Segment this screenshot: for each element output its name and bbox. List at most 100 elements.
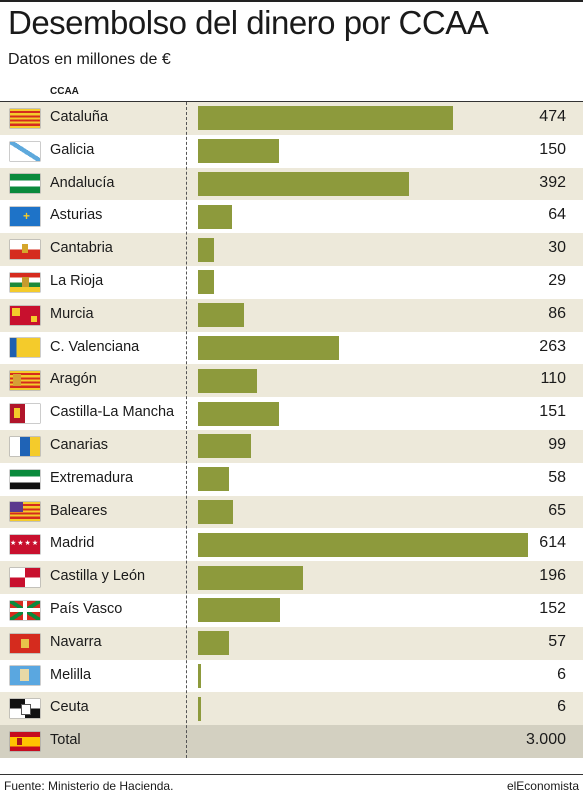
flag-la-rioja-icon bbox=[10, 272, 40, 292]
category-label: Cantabria bbox=[50, 240, 113, 257]
value-label: 30 bbox=[548, 239, 566, 257]
row-extremadura: Extremadura 58 bbox=[0, 463, 583, 496]
value-label: 58 bbox=[548, 468, 566, 486]
row-cataluna: Cataluña 474 bbox=[0, 102, 583, 135]
flag-ceuta-icon bbox=[10, 699, 40, 719]
chart-title: Desembolso del dinero por CCAA bbox=[8, 4, 489, 41]
value-label: 6 bbox=[557, 665, 566, 683]
bar-asturias bbox=[198, 204, 233, 229]
value-label: 65 bbox=[548, 501, 566, 519]
flag-madrid-icon: ★★★★★ bbox=[10, 535, 40, 555]
flag-galicia-icon bbox=[10, 141, 40, 161]
bar-cataluna bbox=[198, 106, 453, 131]
header-rule bbox=[0, 101, 583, 102]
row-canarias: Canarias 99 bbox=[0, 430, 583, 463]
bar-murcia bbox=[198, 303, 245, 328]
row-cantabria: Cantabria 30 bbox=[0, 233, 583, 266]
flag-baleares-icon bbox=[10, 502, 40, 522]
category-label: Baleares bbox=[50, 502, 108, 519]
source-note: Fuente: Ministerio de Hacienda. bbox=[4, 779, 174, 793]
category-label: Andalucía bbox=[50, 174, 115, 191]
row-baleares: Baleares 65 bbox=[0, 495, 583, 529]
flag-cataluna-icon bbox=[10, 108, 40, 128]
category-label: Aragón bbox=[50, 371, 97, 388]
row-c-valenciana: C. Valenciana 263 bbox=[0, 332, 583, 365]
value-label: 263 bbox=[539, 337, 566, 355]
row-aragon: Aragón 110 bbox=[0, 364, 583, 398]
value-label: 474 bbox=[539, 108, 566, 125]
flag-castilla-y-leon-icon bbox=[10, 568, 40, 588]
flag-canarias-icon bbox=[10, 436, 40, 456]
row-galicia: Galicia 150 bbox=[0, 135, 583, 168]
category-label: Galicia bbox=[50, 141, 95, 158]
bar-extremadura bbox=[198, 467, 230, 492]
value-label: 151 bbox=[539, 403, 566, 421]
flag-asturias-icon: + bbox=[10, 207, 40, 227]
row-castilla-la-mancha: Castilla-La Mancha 151 bbox=[0, 397, 583, 430]
bar-castilla-y-leon bbox=[198, 565, 304, 590]
flag-extremadura-icon bbox=[10, 469, 40, 489]
total-row: Total 3.000 bbox=[0, 725, 583, 758]
bar-pais-vasco bbox=[198, 598, 280, 623]
bar-andalucia bbox=[198, 171, 409, 196]
column-header: CCAA bbox=[50, 86, 79, 97]
category-label: Madrid bbox=[50, 535, 95, 552]
bar-galicia bbox=[198, 139, 279, 164]
total-label: Total bbox=[50, 732, 81, 749]
category-label: Melilla bbox=[50, 666, 92, 683]
row-andalucia: Andalucía 392 bbox=[0, 167, 583, 201]
column-divider bbox=[186, 102, 187, 758]
value-label: 86 bbox=[548, 304, 566, 322]
category-label: Murcia bbox=[50, 305, 94, 322]
flag-navarra-icon bbox=[10, 633, 40, 653]
bar-c-valenciana bbox=[198, 335, 340, 360]
row-asturias: + Asturias 64 bbox=[0, 200, 583, 233]
value-label: 99 bbox=[548, 436, 566, 453]
flag-murcia-icon bbox=[10, 305, 40, 325]
flag-pais-vasco-icon bbox=[10, 600, 40, 620]
row-melilla: Melilla 6 bbox=[0, 660, 583, 693]
category-label: Cataluña bbox=[50, 109, 109, 125]
footer-rule bbox=[0, 774, 583, 775]
row-murcia: Murcia 86 bbox=[0, 298, 583, 332]
bar-ceuta bbox=[198, 696, 202, 721]
flag-castilla-la-mancha-icon bbox=[10, 404, 40, 424]
top-rule bbox=[0, 0, 583, 2]
category-label: Asturias bbox=[50, 207, 103, 224]
flag-spain-icon bbox=[10, 732, 40, 752]
category-label: C. Valenciana bbox=[50, 338, 140, 355]
flag-aragon-icon bbox=[10, 371, 40, 391]
category-label: La Rioja bbox=[50, 273, 104, 289]
bar-canarias bbox=[198, 434, 252, 459]
category-label: País Vasco bbox=[50, 601, 123, 617]
total-value: 3.000 bbox=[525, 731, 566, 749]
category-label: Castilla-La Mancha bbox=[50, 404, 175, 421]
value-label: 150 bbox=[539, 140, 566, 158]
flag-andalucia-icon bbox=[10, 174, 40, 194]
row-pais-vasco: País Vasco 152 bbox=[0, 594, 583, 627]
chart-subtitle: Datos en millones de € bbox=[8, 51, 171, 68]
bar-aragon bbox=[198, 368, 258, 393]
category-label: Navarra bbox=[50, 633, 102, 650]
value-label: 110 bbox=[540, 370, 566, 388]
value-label: 57 bbox=[548, 632, 566, 650]
row-navarra: Navarra 57 bbox=[0, 626, 583, 660]
bar-navarra bbox=[198, 631, 229, 656]
value-label: 392 bbox=[539, 173, 566, 191]
brand-logo: elEconomista bbox=[506, 779, 579, 793]
bar-castilla-la-mancha bbox=[198, 401, 280, 426]
flag-cantabria-icon bbox=[10, 240, 40, 260]
bar-melilla bbox=[198, 663, 202, 688]
row-ceuta: Ceuta 6 bbox=[0, 692, 583, 726]
bar-la-rioja bbox=[198, 270, 214, 295]
bar-cantabria bbox=[198, 237, 215, 262]
category-label: Extremadura bbox=[50, 469, 134, 486]
bar-madrid bbox=[198, 532, 528, 557]
flag-c-valenciana-icon bbox=[10, 338, 40, 358]
category-label: Canarias bbox=[50, 437, 109, 453]
value-label: 64 bbox=[548, 206, 566, 224]
flag-melilla-icon bbox=[10, 666, 40, 686]
value-label: 196 bbox=[539, 567, 566, 585]
row-la-rioja: La Rioja 29 bbox=[0, 266, 583, 299]
category-label: Castilla y León bbox=[50, 568, 146, 585]
